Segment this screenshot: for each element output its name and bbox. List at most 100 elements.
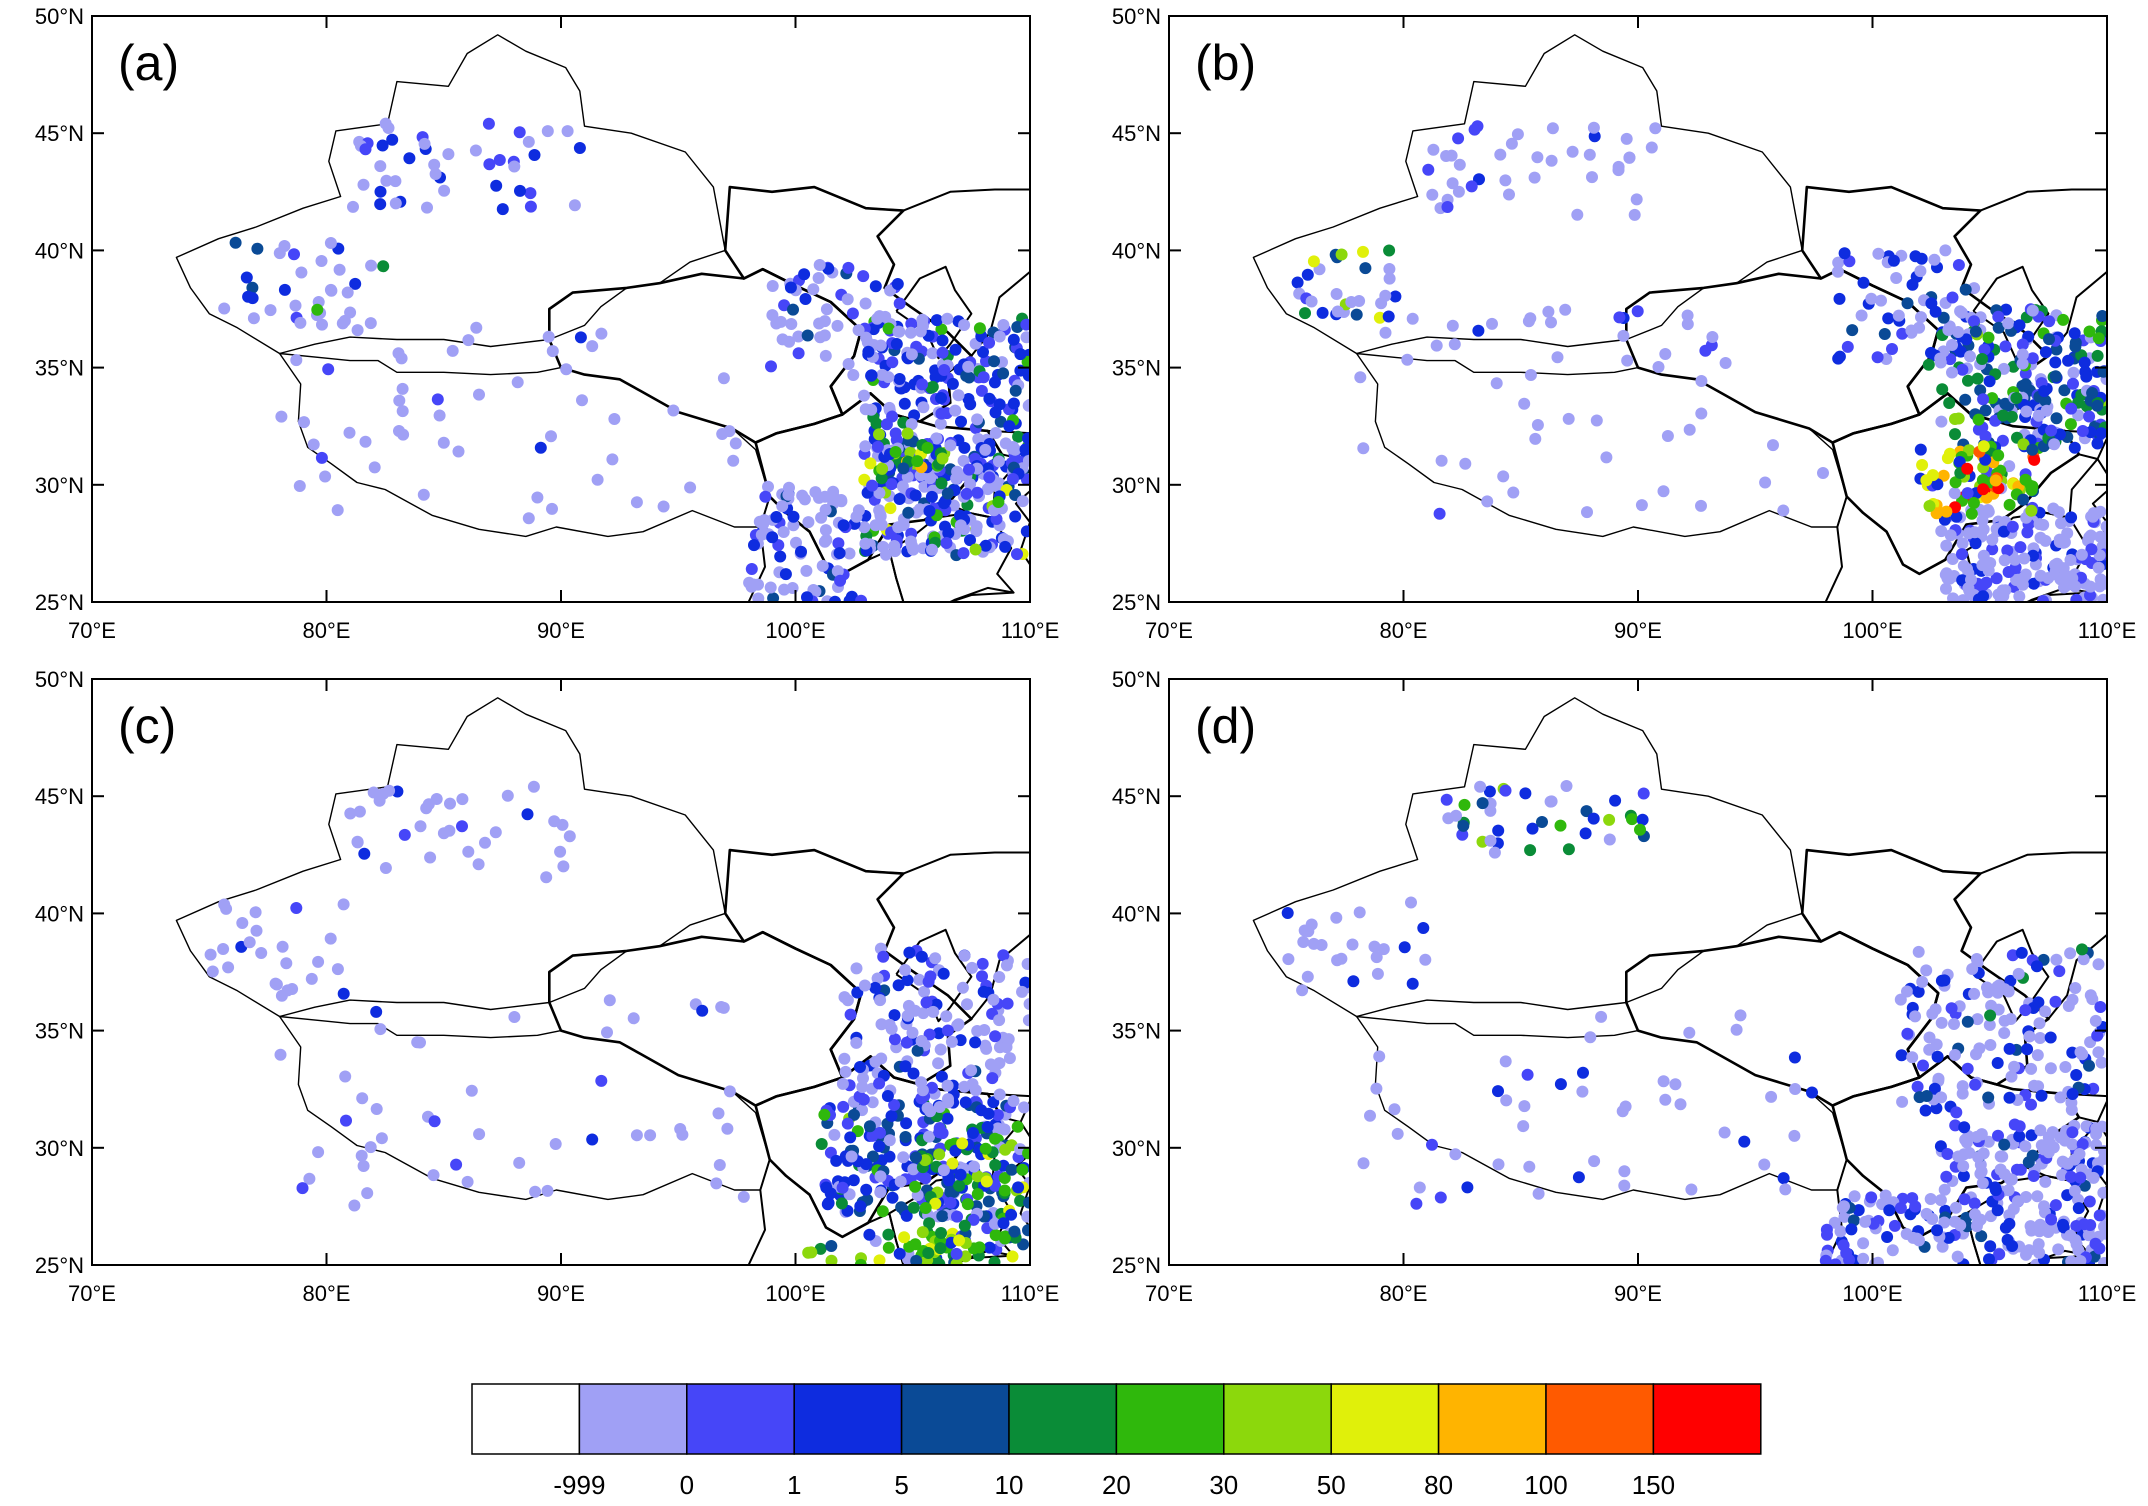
station-point <box>838 991 851 1004</box>
station-point <box>1542 305 1555 318</box>
station-point <box>1901 297 1914 310</box>
station-point <box>1473 173 1485 186</box>
station-point <box>270 978 283 991</box>
station-point <box>807 283 820 296</box>
station-point <box>783 335 796 348</box>
station-point <box>916 1226 929 1239</box>
station-point <box>2042 1146 2055 1159</box>
station-point <box>982 1107 995 1120</box>
station-point <box>819 349 832 362</box>
station-point <box>398 828 411 841</box>
station-point <box>2065 511 2078 524</box>
station-point <box>630 496 643 509</box>
station-point <box>542 330 555 343</box>
station-point <box>1958 1193 1971 1206</box>
station-point <box>915 950 928 963</box>
station-point <box>785 318 798 330</box>
station-point <box>2091 399 2104 412</box>
station-point <box>676 1128 689 1141</box>
station-point <box>1623 151 1636 164</box>
station-point <box>379 862 392 874</box>
station-point <box>393 394 406 407</box>
station-point <box>295 266 308 279</box>
station-point <box>1659 1093 1672 1106</box>
station-point <box>2008 553 2021 566</box>
lat-tick-label: 30°N <box>1112 473 1161 498</box>
station-point <box>2046 1126 2059 1139</box>
station-point <box>930 432 943 445</box>
station-point <box>2034 1124 2047 1137</box>
station-point <box>298 416 310 429</box>
station-point <box>905 348 918 361</box>
lat-tick-label: 30°N <box>35 473 84 498</box>
lon-tick-label: 80°E <box>303 1281 351 1306</box>
station-point <box>1934 356 1947 369</box>
station-point <box>377 787 390 800</box>
station-point <box>433 409 446 422</box>
station-point <box>1992 310 2005 323</box>
station-point <box>2076 1138 2089 1151</box>
colorbar-label: 30 <box>1209 1470 1238 1500</box>
station-point <box>1347 975 1360 988</box>
station-point <box>979 443 992 456</box>
station-point <box>1440 793 1453 806</box>
station-point <box>380 174 393 187</box>
station-point <box>766 280 779 292</box>
station-point <box>979 1142 992 1155</box>
station-point <box>1006 1250 1019 1263</box>
station-point <box>2039 534 2052 547</box>
station-point <box>1984 1009 1997 1022</box>
station-point <box>1730 1023 1743 1036</box>
station-point <box>1965 507 1978 520</box>
station-point <box>2025 504 2038 517</box>
station-point <box>1551 351 1564 364</box>
station-point <box>924 472 937 485</box>
station-point <box>1986 392 1999 405</box>
station-point <box>972 433 985 445</box>
station-point <box>627 1012 640 1025</box>
station-point <box>998 1232 1011 1245</box>
station-point <box>882 1241 895 1254</box>
map-background <box>92 16 1030 602</box>
station-point <box>997 367 1010 380</box>
station-point <box>1518 397 1531 410</box>
station-point <box>778 299 791 312</box>
station-point <box>1979 404 1992 417</box>
station-point <box>2031 1190 2044 1203</box>
station-point <box>1016 495 1029 508</box>
station-point <box>798 268 811 281</box>
station-point <box>365 259 378 272</box>
station-point <box>1022 454 1030 467</box>
boundary-ningxia <box>1972 928 2050 1023</box>
station-point <box>984 1058 997 1071</box>
station-point <box>1685 1183 1698 1196</box>
station-point <box>1949 1201 1962 1214</box>
station-point <box>357 178 370 191</box>
station-point <box>289 299 302 312</box>
station-point <box>331 963 344 976</box>
station-point <box>1940 1170 1953 1183</box>
station-point <box>1503 188 1515 201</box>
station-point <box>240 271 253 284</box>
station-point <box>964 398 977 411</box>
station-point <box>418 137 431 150</box>
lon-tick-label: 90°E <box>537 618 585 643</box>
station-point <box>1950 1106 1963 1119</box>
station-point <box>2097 1186 2107 1199</box>
station-point <box>757 518 770 531</box>
station-point <box>2057 313 2070 326</box>
station-point <box>1683 1026 1696 1039</box>
station-point <box>825 1240 838 1252</box>
station-point <box>993 1014 1006 1027</box>
station-point <box>1474 780 1487 793</box>
station-point <box>1518 1100 1531 1113</box>
station-point <box>934 417 947 430</box>
station-point <box>1976 559 1989 572</box>
station-point <box>847 369 860 381</box>
station-point <box>1983 375 1996 388</box>
station-point <box>1524 844 1537 857</box>
station-point <box>1590 414 1603 427</box>
station-point <box>1003 1052 1016 1065</box>
station-point <box>1972 413 1985 426</box>
lon-tick-label: 70°E <box>68 618 116 643</box>
